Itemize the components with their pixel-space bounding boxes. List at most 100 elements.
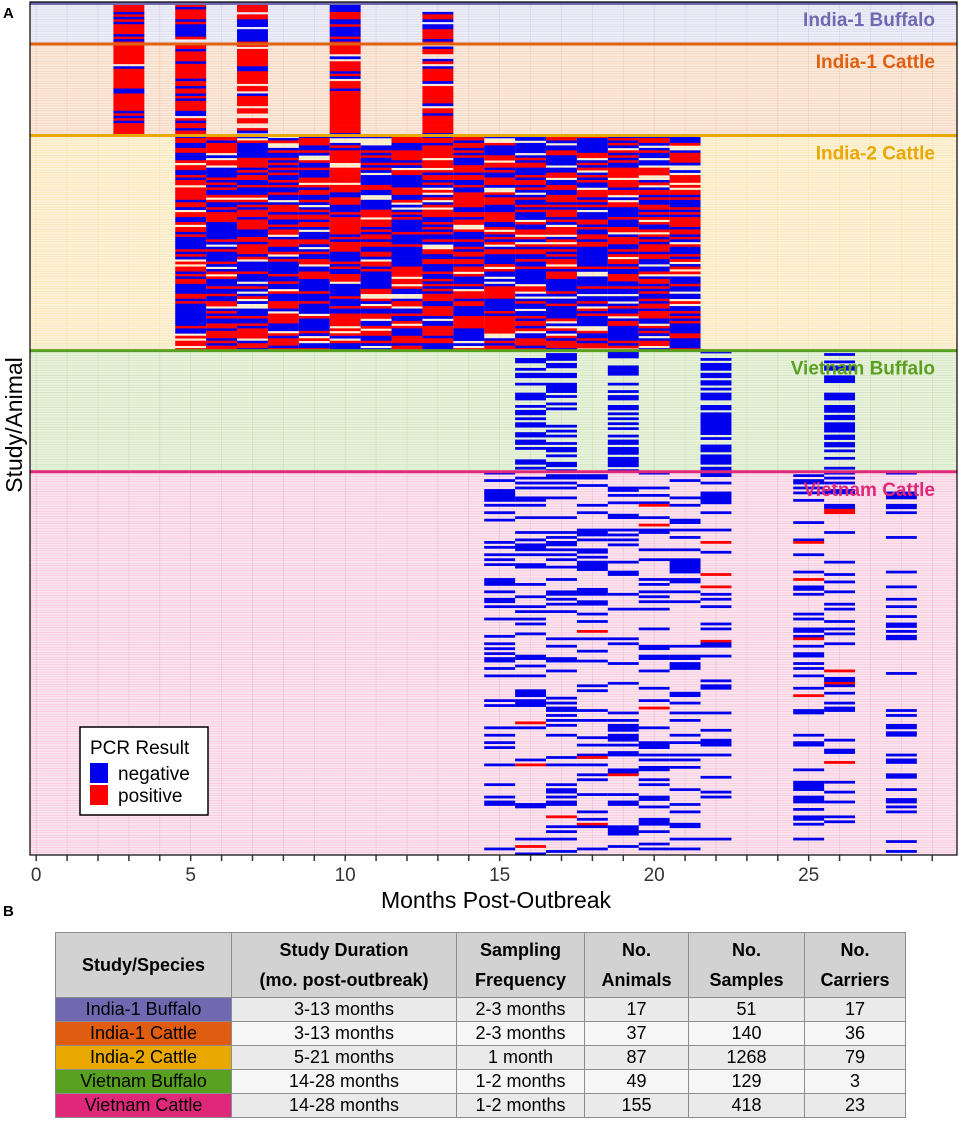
sample-cell xyxy=(484,617,516,621)
sample-cell xyxy=(175,192,207,196)
sample-cell xyxy=(237,93,268,97)
sample-cell xyxy=(391,345,423,349)
sample-cell xyxy=(113,19,145,23)
sample-cell xyxy=(453,256,485,260)
sample-cell xyxy=(391,241,423,245)
sample-cell xyxy=(607,197,639,201)
sample-cell xyxy=(669,271,701,275)
sample-cell xyxy=(391,286,423,290)
sample-cell xyxy=(638,657,670,660)
sample-cell xyxy=(360,306,392,309)
sample-cell xyxy=(669,803,701,806)
sample-cell xyxy=(175,306,207,309)
sample-cell xyxy=(422,39,454,42)
sample-cell xyxy=(638,795,670,799)
sample-cell xyxy=(267,259,299,262)
sample-cell xyxy=(206,192,238,196)
sample-cell xyxy=(515,409,547,413)
sample-cell xyxy=(576,236,608,240)
sample-cell xyxy=(607,170,639,173)
sample-cell xyxy=(329,234,361,238)
sample-cell xyxy=(669,212,701,215)
sample-cell xyxy=(793,808,825,811)
sample-cell xyxy=(669,521,701,524)
sample-cell xyxy=(576,318,608,322)
sample-cell xyxy=(576,281,608,285)
sample-cell xyxy=(175,204,207,208)
sample-cell xyxy=(267,150,299,154)
sample-cell xyxy=(546,175,577,178)
sample-cell xyxy=(298,343,330,346)
sample-cell xyxy=(391,261,423,265)
sample-cell xyxy=(638,288,670,292)
sample-cell xyxy=(607,298,639,302)
sample-cell xyxy=(422,150,454,154)
sample-cell xyxy=(453,184,485,188)
sample-cell xyxy=(237,340,268,344)
sample-cell xyxy=(607,246,639,250)
carriers-cell: 79 xyxy=(804,1045,906,1070)
sample-cell xyxy=(298,189,330,193)
sample-cell xyxy=(267,298,299,302)
sample-cell xyxy=(360,165,392,168)
sample-cell xyxy=(700,481,732,485)
sample-cell xyxy=(453,175,485,178)
sample-cell xyxy=(175,269,207,272)
sample-cell xyxy=(206,330,238,334)
sample-cell xyxy=(885,714,917,717)
sample-cell xyxy=(607,226,639,230)
sample-cell xyxy=(391,145,423,149)
sample-cell xyxy=(237,4,268,8)
sample-cell xyxy=(206,338,238,342)
sample-cell xyxy=(824,709,856,712)
sample-cell xyxy=(360,231,392,235)
x-tick-label: 20 xyxy=(644,865,665,886)
sample-cell xyxy=(546,390,577,393)
sample-cell xyxy=(453,241,485,245)
sample-cell xyxy=(175,113,207,117)
sample-cell xyxy=(360,301,392,304)
sample-cell xyxy=(484,746,516,749)
sample-cell xyxy=(329,16,361,20)
sample-cell xyxy=(206,219,238,223)
sample-cell xyxy=(298,192,330,196)
sample-cell xyxy=(546,340,577,344)
sample-cell xyxy=(298,142,330,146)
sample-cell xyxy=(422,162,454,166)
sample-cell xyxy=(546,540,577,544)
sample-cell xyxy=(638,155,670,159)
sample-cell xyxy=(453,167,485,171)
sample-cell xyxy=(206,333,238,337)
sample-cell xyxy=(546,271,577,275)
sample-cell xyxy=(793,798,825,801)
sample-cell xyxy=(824,424,856,428)
sample-cell xyxy=(267,184,299,188)
animals-cell: 155 xyxy=(584,1093,689,1118)
sample-cell xyxy=(576,142,608,146)
sample-cell xyxy=(422,293,454,297)
sample-cell xyxy=(175,73,207,77)
sample-cell xyxy=(669,847,701,851)
sample-cell xyxy=(885,597,917,601)
sample-cell xyxy=(638,301,670,304)
sample-cell xyxy=(360,234,392,238)
sample-cell xyxy=(175,93,207,97)
sample-cell xyxy=(669,328,701,332)
sample-cell xyxy=(391,172,423,176)
sample-cell xyxy=(515,150,547,154)
sample-cell xyxy=(515,375,547,379)
sample-cell xyxy=(391,234,423,238)
group-label-text: India-1 Buffalo xyxy=(803,10,935,31)
sample-cell xyxy=(885,761,917,764)
sample-cell xyxy=(360,325,392,329)
sample-cell xyxy=(267,152,299,156)
sample-cell xyxy=(793,637,825,641)
sample-cell xyxy=(607,140,639,144)
sample-cell xyxy=(484,194,516,198)
sample-cell xyxy=(607,251,639,255)
sample-cell xyxy=(237,95,268,99)
sample-cell xyxy=(607,217,639,220)
sample-cell xyxy=(638,162,670,166)
sample-cell xyxy=(546,244,577,248)
sample-cell xyxy=(453,192,485,196)
